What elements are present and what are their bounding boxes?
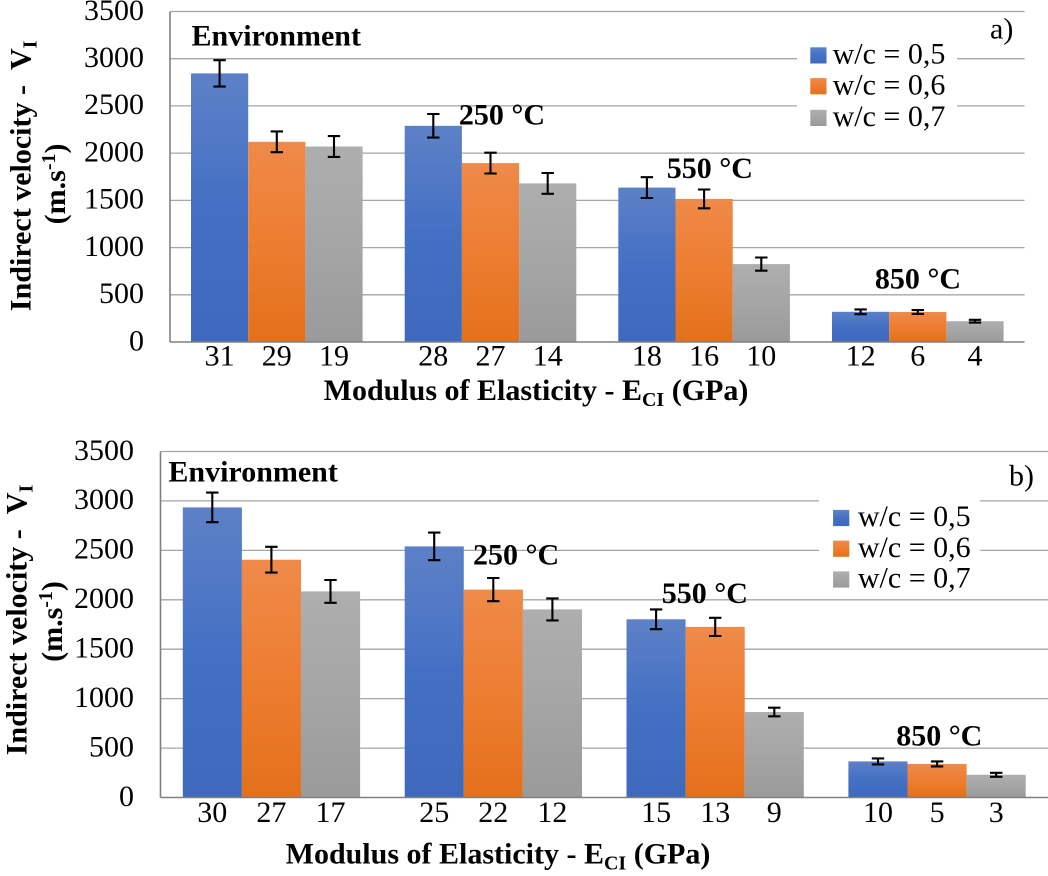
svg-text:2500: 2500	[84, 88, 144, 121]
svg-text:27: 27	[476, 340, 506, 373]
svg-text:29: 29	[262, 340, 292, 373]
svg-text:30: 30	[197, 796, 227, 829]
svg-text:w/c = 0,7: w/c = 0,7	[858, 562, 971, 595]
svg-text:6: 6	[910, 340, 925, 373]
svg-text:Environment: Environment	[192, 20, 361, 53]
svg-text:22: 22	[478, 796, 508, 829]
svg-text:250 °C: 250 °C	[473, 539, 559, 572]
svg-text:10: 10	[746, 340, 776, 373]
svg-text:18: 18	[632, 340, 662, 373]
svg-text:2000: 2000	[84, 135, 144, 168]
svg-text:27: 27	[256, 796, 286, 829]
svg-text:500: 500	[89, 730, 134, 763]
svg-text:3000: 3000	[84, 41, 144, 74]
svg-text:15: 15	[641, 796, 671, 829]
svg-text:550 °C: 550 °C	[667, 152, 753, 185]
svg-text:850 °C: 850 °C	[875, 262, 961, 295]
svg-text:a): a)	[990, 13, 1013, 46]
svg-text:14: 14	[533, 340, 563, 373]
svg-text:Modulus of Elasticity - ECI (G: Modulus of Elasticity - ECI (GPa)	[286, 838, 711, 875]
svg-text:2500: 2500	[74, 533, 134, 566]
svg-text:250 °C: 250 °C	[459, 98, 545, 131]
svg-text:Indirect velocity - VI: Indirect velocity - VI	[1, 485, 38, 756]
svg-text:Indirect velocity - VI: Indirect velocity - VI	[5, 40, 42, 311]
svg-text:w/c = 0,6: w/c = 0,6	[833, 68, 946, 101]
svg-text:1000: 1000	[74, 681, 134, 714]
svg-text:10: 10	[863, 796, 893, 829]
svg-text:3500: 3500	[74, 434, 134, 467]
svg-text:550 °C: 550 °C	[662, 577, 748, 610]
svg-text:31: 31	[205, 340, 235, 373]
svg-text:16: 16	[689, 340, 719, 373]
svg-text:19: 19	[319, 340, 349, 373]
svg-text:28: 28	[418, 340, 448, 373]
svg-text:850 °C: 850 °C	[896, 719, 982, 752]
svg-text:w/c = 0,5: w/c = 0,5	[833, 38, 946, 71]
svg-text:0: 0	[129, 324, 144, 357]
svg-text:5: 5	[930, 796, 945, 829]
svg-text:13: 13	[700, 796, 730, 829]
svg-text:12: 12	[537, 796, 567, 829]
svg-text:1500: 1500	[74, 632, 134, 665]
svg-text:17: 17	[316, 796, 346, 829]
svg-text:Modulus of Elasticity - ECI (G: Modulus of Elasticity - ECI (GPa)	[324, 374, 749, 411]
svg-text:1500: 1500	[84, 183, 144, 216]
svg-text:3500: 3500	[84, 0, 144, 27]
svg-text:w/c = 0,6: w/c = 0,6	[858, 531, 971, 564]
svg-text:25: 25	[419, 796, 449, 829]
svg-text:b): b)	[1009, 460, 1034, 493]
svg-text:3000: 3000	[74, 483, 134, 516]
svg-text:12: 12	[846, 340, 876, 373]
svg-text:2000: 2000	[74, 582, 134, 615]
svg-text:w/c = 0,5: w/c = 0,5	[858, 500, 971, 533]
svg-text:4: 4	[968, 340, 983, 373]
svg-text:1000: 1000	[84, 230, 144, 263]
svg-text:9: 9	[767, 796, 782, 829]
svg-text:0: 0	[119, 780, 134, 813]
svg-text:3: 3	[989, 796, 1004, 829]
svg-text:Environment: Environment	[168, 456, 337, 489]
svg-text:w/c = 0,7: w/c = 0,7	[833, 100, 946, 133]
svg-text:500: 500	[99, 277, 144, 310]
